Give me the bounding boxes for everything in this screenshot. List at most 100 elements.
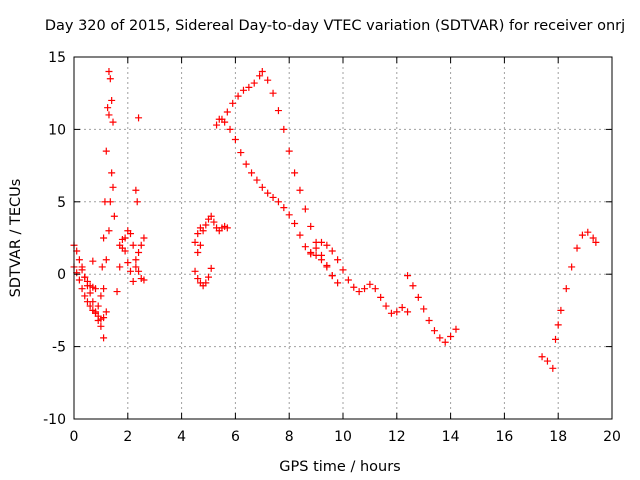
data-point (543, 357, 551, 365)
data-point (350, 283, 358, 291)
y-axis-label: SDTVAR / TECUs (8, 179, 24, 298)
series-arc-12-14h (404, 272, 460, 346)
data-point (269, 89, 277, 97)
data-point (557, 306, 565, 314)
data-point (137, 241, 145, 249)
data-point (382, 302, 390, 310)
data-point (554, 321, 562, 329)
data-point (109, 118, 117, 126)
data-point (105, 67, 113, 75)
data-point (430, 327, 438, 335)
data-points (70, 67, 600, 372)
data-point (317, 238, 325, 246)
data-point (135, 248, 143, 256)
data-point (291, 220, 299, 228)
data-point (86, 302, 94, 310)
data-point (106, 75, 114, 83)
data-point (75, 276, 83, 284)
data-point (196, 241, 204, 249)
data-point (334, 256, 342, 264)
data-point (223, 224, 231, 232)
data-point (194, 248, 202, 256)
data-point (205, 273, 212, 281)
data-point (140, 276, 148, 284)
data-point (578, 231, 586, 239)
data-point (234, 92, 242, 100)
data-point (256, 72, 264, 80)
data-point (253, 176, 261, 184)
x-tick-label: 10 (334, 429, 352, 445)
data-point (223, 108, 231, 116)
series-outliers (89, 111, 143, 265)
data-point (110, 212, 118, 220)
data-point (194, 275, 202, 283)
data-point (264, 189, 272, 197)
data-point (191, 267, 199, 275)
data-point (323, 241, 331, 249)
data-point (229, 99, 237, 107)
data-point (81, 292, 89, 300)
data-point (78, 285, 86, 293)
data-point (258, 183, 266, 191)
data-point (231, 136, 239, 144)
data-point (307, 222, 315, 230)
y-tick-label: 15 (48, 50, 66, 66)
data-point (291, 169, 299, 177)
data-point (312, 251, 320, 259)
data-point (126, 267, 134, 275)
data-point (269, 193, 277, 201)
data-point (226, 125, 234, 133)
x-tick-label: 16 (495, 429, 513, 445)
data-point (100, 234, 108, 242)
data-point (92, 285, 100, 293)
data-point (312, 244, 320, 252)
data-point (78, 266, 86, 274)
data-point (361, 285, 369, 293)
data-point (126, 230, 134, 238)
data-point (239, 86, 247, 94)
data-point (344, 276, 352, 284)
data-point (207, 212, 215, 220)
data-point (573, 244, 581, 252)
series-spike-1 (94, 67, 117, 310)
data-point (89, 257, 97, 265)
data-point (94, 302, 102, 310)
data-point (377, 293, 385, 301)
data-point (301, 243, 309, 251)
data-point (81, 273, 89, 281)
data-point (334, 279, 342, 287)
x-tick-label: 20 (603, 429, 621, 445)
data-point (97, 322, 105, 330)
data-point (562, 285, 570, 293)
data-point (307, 250, 315, 258)
data-point (106, 198, 114, 206)
data-point (414, 293, 422, 301)
data-point (552, 335, 560, 343)
data-point (452, 325, 460, 333)
data-point (140, 234, 148, 242)
data-point (135, 114, 143, 122)
data-point (132, 256, 140, 264)
data-point (425, 317, 433, 325)
series-arc-4-5h-upper (191, 212, 231, 246)
data-point (285, 147, 293, 155)
data-point (242, 160, 250, 168)
data-point (116, 263, 124, 271)
y-tick-label: 10 (48, 122, 66, 138)
data-point (447, 332, 455, 340)
data-point (202, 221, 210, 229)
data-point (116, 241, 124, 249)
data-point (393, 308, 401, 316)
data-point (441, 338, 449, 346)
data-point (245, 83, 253, 91)
x-tick-label: 6 (231, 429, 240, 445)
data-point (285, 211, 293, 219)
x-tick-label: 12 (388, 429, 406, 445)
data-point (108, 96, 116, 104)
data-point (404, 272, 412, 280)
data-point (248, 169, 256, 177)
data-point (404, 308, 412, 316)
data-point (280, 204, 288, 212)
data-point (105, 227, 113, 235)
